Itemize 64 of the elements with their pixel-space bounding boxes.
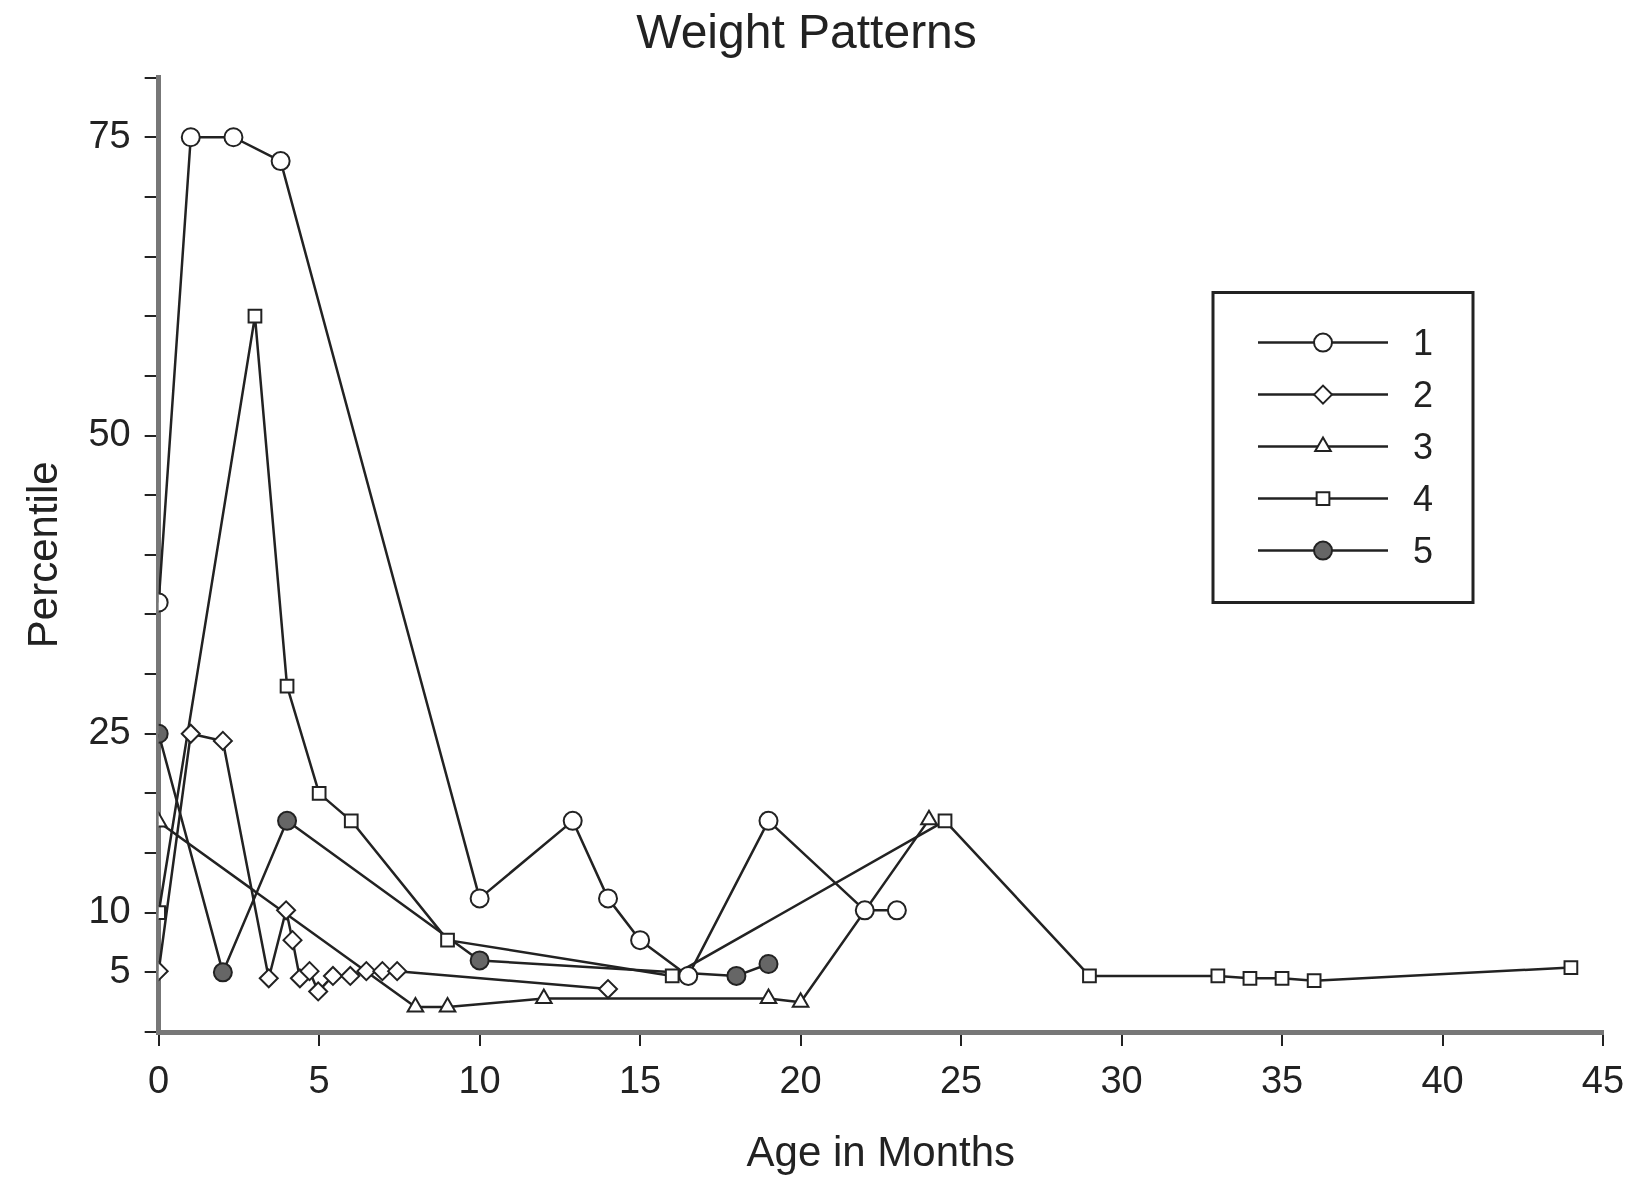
- point: [311, 786, 327, 801]
- legend-label: 3: [1413, 425, 1434, 467]
- point: [212, 962, 233, 983]
- y-tick-label: 75: [88, 113, 131, 156]
- x-tick-label: 25: [939, 1059, 983, 1102]
- point: [1210, 968, 1226, 984]
- x-tick-label: 15: [618, 1059, 662, 1102]
- point: [726, 965, 747, 986]
- x-tick-label: 30: [1100, 1059, 1143, 1102]
- legend-label: 5: [1413, 529, 1434, 571]
- point: [387, 961, 408, 982]
- point: [440, 932, 455, 948]
- x-tick-label: 40: [1421, 1059, 1464, 1102]
- y-tick-label: 50: [88, 411, 131, 454]
- point: [340, 965, 361, 986]
- point: [630, 930, 651, 951]
- point: [212, 730, 233, 751]
- point: [1306, 973, 1322, 989]
- x-tick-label: 0: [148, 1059, 170, 1102]
- point: [1082, 968, 1097, 984]
- legend-label: 2: [1413, 373, 1434, 415]
- point: [343, 813, 359, 829]
- point: [937, 813, 953, 829]
- point: [277, 810, 298, 831]
- point: [562, 810, 583, 831]
- point: [1563, 960, 1579, 975]
- point: [270, 151, 291, 172]
- y-axis-title: Percentile: [18, 461, 66, 649]
- point: [279, 678, 295, 694]
- point: [276, 900, 297, 921]
- legend-label: 4: [1413, 477, 1434, 519]
- chart-title: Weight Patterns: [636, 5, 977, 59]
- y-tick-label: 10: [88, 889, 131, 932]
- point: [678, 965, 699, 986]
- point: [282, 930, 303, 951]
- point: [886, 900, 907, 921]
- point: [180, 127, 201, 148]
- point: [469, 950, 490, 971]
- point: [469, 888, 490, 909]
- legend-label: 1: [1413, 321, 1434, 363]
- point: [1242, 970, 1258, 986]
- point: [1274, 970, 1290, 986]
- y-tick-label: 25: [88, 710, 131, 753]
- point: [758, 810, 779, 831]
- point: [322, 965, 343, 986]
- point: [664, 968, 680, 984]
- x-tick-label: 20: [779, 1059, 822, 1102]
- point: [598, 888, 619, 909]
- point: [180, 723, 201, 744]
- point: [258, 968, 279, 989]
- x-tick-label: 45: [1581, 1059, 1625, 1102]
- point: [598, 979, 619, 1000]
- x-tick-label: 10: [458, 1059, 501, 1102]
- point: [356, 961, 377, 982]
- point: [758, 954, 779, 974]
- x-axis-title: Age in Months: [746, 1128, 1016, 1176]
- y-tick-label: 5: [109, 948, 131, 991]
- point: [299, 961, 320, 982]
- point: [854, 900, 875, 921]
- x-tick-label: 5: [308, 1059, 330, 1102]
- point: [308, 981, 329, 1002]
- x-tick-label: 35: [1260, 1059, 1304, 1102]
- point: [223, 127, 244, 148]
- point: [247, 308, 263, 324]
